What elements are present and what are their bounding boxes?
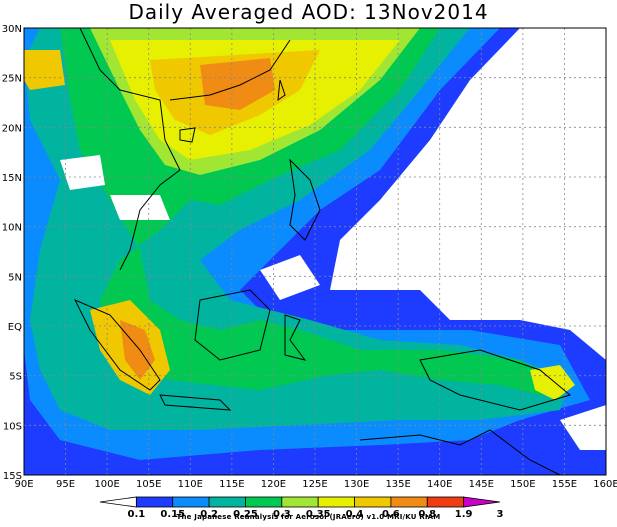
- aod-region-0.8: [200, 58, 275, 110]
- colorbar-label: 0.15: [160, 509, 185, 520]
- lon-tick-label: 135E: [385, 479, 410, 490]
- lat-tick-label: EQ: [8, 322, 22, 333]
- coastlines: [73, 28, 572, 475]
- colorbar-segment: [354, 496, 392, 508]
- coastline-taiwan: [277, 79, 286, 102]
- lat-tick-label: 15S: [3, 471, 22, 482]
- colorbar-segment: [390, 496, 428, 508]
- clean-patch-4: [560, 405, 606, 450]
- lat-tick-label: 5N: [8, 272, 22, 283]
- clean-patch-2: [110, 195, 170, 220]
- coastline-china-south: [169, 39, 291, 101]
- colorbar-label: 0.25: [233, 509, 258, 520]
- colorbar-label: 1.9: [455, 509, 473, 520]
- colorbar: 0.1 0.15 0.2 0.25 0.3 0.35 0.4 0.6 0.8 1.9 3: [99, 496, 504, 520]
- colorbar-segment: [208, 496, 246, 508]
- coastline-sumatra: [73, 299, 161, 391]
- aod-region-sumatra-core: [120, 320, 155, 380]
- coastline-indochina: [79, 28, 181, 271]
- colorbar-segment: [426, 496, 465, 508]
- lon-tick-label: 90E: [14, 479, 33, 490]
- coastline-australia-north: [359, 429, 561, 475]
- lat-tick-label: 25N: [2, 74, 22, 85]
- coastline-sulawesi: [284, 314, 307, 361]
- clean-patch-1: [60, 155, 105, 190]
- colorbar-label: 0.4: [346, 509, 364, 520]
- lon-tick-label: 140E: [427, 479, 452, 490]
- lat-tick-label: 5S: [9, 372, 22, 383]
- lon-tick-label: 115E: [219, 479, 244, 490]
- colorbar-label: 0.3: [273, 509, 291, 520]
- colorbar-high-triangle: [463, 496, 501, 508]
- colorbar-segment: [245, 496, 283, 508]
- lon-tick-label: 130E: [344, 479, 369, 490]
- lat-tick-label: 10S: [3, 421, 22, 432]
- colorbar-segment: [281, 496, 319, 508]
- colorbar-segment: [317, 496, 355, 508]
- colorbar-segment: [135, 496, 174, 508]
- lon-tick-label: 150E: [510, 479, 535, 490]
- lon-tick-label: 110E: [178, 479, 203, 490]
- lon-tick-label: 100E: [94, 479, 119, 490]
- colorbar-segment: [172, 496, 210, 508]
- lat-tick-label: 20N: [2, 123, 22, 134]
- colorbar-label: 0.35: [306, 509, 331, 520]
- lon-tick-label: 155E: [552, 479, 577, 490]
- lon-tick-label: 95E: [56, 479, 75, 490]
- colorbar-label: 3: [497, 509, 504, 520]
- colorbar-label: 0.6: [382, 509, 400, 520]
- aod-region-india-edge: [24, 50, 65, 90]
- data-credit: The Japanese Reanalysis for Aerosol (JRA…: [176, 513, 441, 521]
- lat-tick-label: 10N: [2, 223, 22, 234]
- aod-region-png: [530, 365, 575, 400]
- map-title: Daily Averaged AOD: 13Nov2014: [128, 0, 489, 24]
- coastline-java: [159, 394, 232, 411]
- lon-tick-label: 120E: [261, 479, 286, 490]
- map-frame: [23, 27, 607, 476]
- colorbar-label: 0.1: [128, 509, 146, 520]
- coastline-borneo: [194, 289, 271, 361]
- lon-tick-label: 125E: [302, 479, 327, 490]
- coastline-new-guinea: [419, 349, 572, 411]
- lat-tick-label: 30N: [2, 24, 22, 35]
- colorbar-label: 0.2: [200, 509, 218, 520]
- longitude-labels: 90E 95E 100E 105E 110E 115E 120E 125E 130E 135E 14…: [14, 479, 617, 490]
- aod-field: [24, 28, 606, 475]
- colorbar-low-triangle: [99, 496, 137, 508]
- lat-tick-label: 15N: [2, 173, 22, 184]
- lon-tick-label: 145E: [469, 479, 494, 490]
- coastline-philippines: [289, 158, 321, 241]
- coastline-hainan: [179, 127, 196, 143]
- latitude-labels: 15S 10S 5S EQ 5N 10N 15N 20N 25N 30N: [2, 24, 22, 482]
- clean-patch-3: [260, 255, 320, 300]
- colorbar-label: 0.8: [418, 509, 436, 520]
- lon-tick-label: 105E: [136, 479, 161, 490]
- lon-tick-label: 160E: [593, 479, 617, 490]
- map-grid: [24, 28, 606, 475]
